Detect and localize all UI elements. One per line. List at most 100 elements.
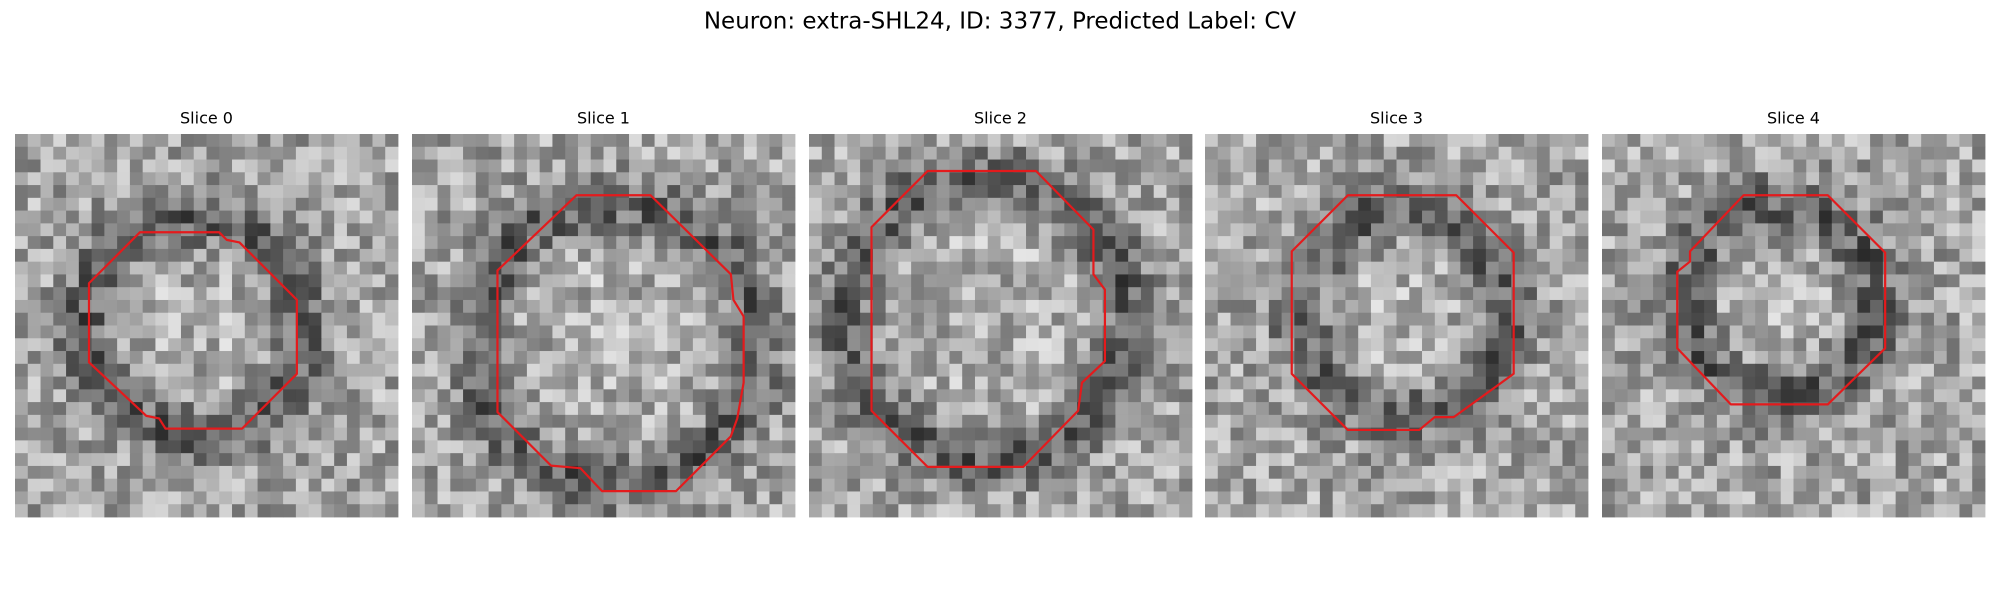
pixel xyxy=(1307,134,1321,148)
pixel xyxy=(1972,389,1986,403)
pixel xyxy=(1870,172,1884,186)
pixel xyxy=(1704,504,1718,518)
pixel xyxy=(295,312,310,326)
pixel xyxy=(847,376,861,390)
pixel xyxy=(257,274,271,288)
pixel xyxy=(1447,338,1461,352)
pixel xyxy=(168,376,182,390)
pixel xyxy=(283,210,297,224)
pixel xyxy=(219,146,233,160)
pixel xyxy=(1051,159,1065,173)
pixel xyxy=(308,351,322,365)
pixel xyxy=(1051,504,1065,518)
pixel xyxy=(1089,248,1104,263)
pixel xyxy=(809,312,823,326)
pixel xyxy=(295,478,310,492)
pixel xyxy=(334,159,348,173)
pixel xyxy=(514,185,528,199)
pixel xyxy=(1230,274,1244,288)
pixel xyxy=(1038,185,1052,199)
pixel xyxy=(834,453,848,467)
pixel xyxy=(898,389,912,403)
pixel xyxy=(1895,389,1909,403)
pixel xyxy=(860,376,874,390)
pixel xyxy=(1102,363,1116,377)
pixel xyxy=(1166,261,1180,275)
pixel xyxy=(1409,504,1423,518)
pixel xyxy=(1179,363,1193,377)
pixel xyxy=(577,402,592,416)
pixel xyxy=(1780,453,1794,467)
pixel xyxy=(66,414,80,429)
pixel xyxy=(1077,287,1091,301)
pixel xyxy=(1358,197,1372,211)
pixel xyxy=(1077,274,1091,288)
pixel xyxy=(1895,414,1909,429)
pixel xyxy=(782,376,796,390)
pixel xyxy=(1243,146,1257,160)
pixel xyxy=(1153,338,1167,352)
pixel xyxy=(142,210,156,224)
pixel xyxy=(91,223,105,237)
pixel xyxy=(1268,491,1282,505)
pixel xyxy=(1396,363,1410,377)
pixel xyxy=(885,338,899,352)
pixel xyxy=(1064,159,1078,173)
pixel xyxy=(359,351,373,365)
pixel xyxy=(1205,440,1219,454)
pixel xyxy=(1447,427,1461,441)
pixel xyxy=(1716,134,1731,148)
pixel xyxy=(1064,185,1078,199)
pixel xyxy=(1716,197,1731,211)
pixel xyxy=(346,236,361,250)
pixel xyxy=(168,478,182,492)
pixel xyxy=(1831,325,1845,339)
pixel xyxy=(514,389,528,403)
pixel xyxy=(1691,210,1705,224)
pixel xyxy=(782,146,796,160)
pixel xyxy=(1691,287,1705,301)
pixel xyxy=(1755,389,1769,403)
pixel xyxy=(1383,274,1397,288)
pixel xyxy=(1536,159,1551,173)
pixel xyxy=(1742,146,1756,160)
pixel xyxy=(1933,453,1948,467)
pixel xyxy=(1536,351,1551,365)
pixel xyxy=(1038,389,1052,403)
pixel xyxy=(1243,261,1257,275)
pixel xyxy=(129,261,144,275)
pixel xyxy=(743,351,758,365)
pixel xyxy=(1434,504,1448,518)
pixel xyxy=(1230,197,1244,211)
pixel xyxy=(1217,338,1231,352)
pixel xyxy=(1307,146,1321,160)
pixel xyxy=(295,197,310,211)
pixel xyxy=(539,146,553,160)
pixel xyxy=(66,312,80,326)
pixel xyxy=(437,236,451,250)
pixel xyxy=(974,261,989,275)
pixel xyxy=(974,223,989,237)
pixel xyxy=(949,453,963,467)
pixel xyxy=(1077,159,1091,173)
pixel xyxy=(1179,299,1193,314)
pixel xyxy=(372,236,386,250)
pixel xyxy=(962,402,976,416)
pixel xyxy=(1319,197,1334,211)
pixel xyxy=(450,376,464,390)
pixel xyxy=(1243,236,1257,250)
pixel xyxy=(1013,427,1027,441)
pixel xyxy=(66,453,80,467)
pixel xyxy=(1511,440,1525,454)
pixel xyxy=(1243,440,1257,454)
pixel xyxy=(1627,248,1641,263)
pixel xyxy=(1536,172,1551,186)
pixel xyxy=(1653,159,1667,173)
pixel xyxy=(590,376,604,390)
pixel xyxy=(1396,414,1410,429)
pixel xyxy=(1831,185,1845,199)
pixel xyxy=(1857,312,1871,326)
pixel xyxy=(180,478,195,492)
pixel xyxy=(692,287,707,301)
pixel xyxy=(1870,210,1884,224)
